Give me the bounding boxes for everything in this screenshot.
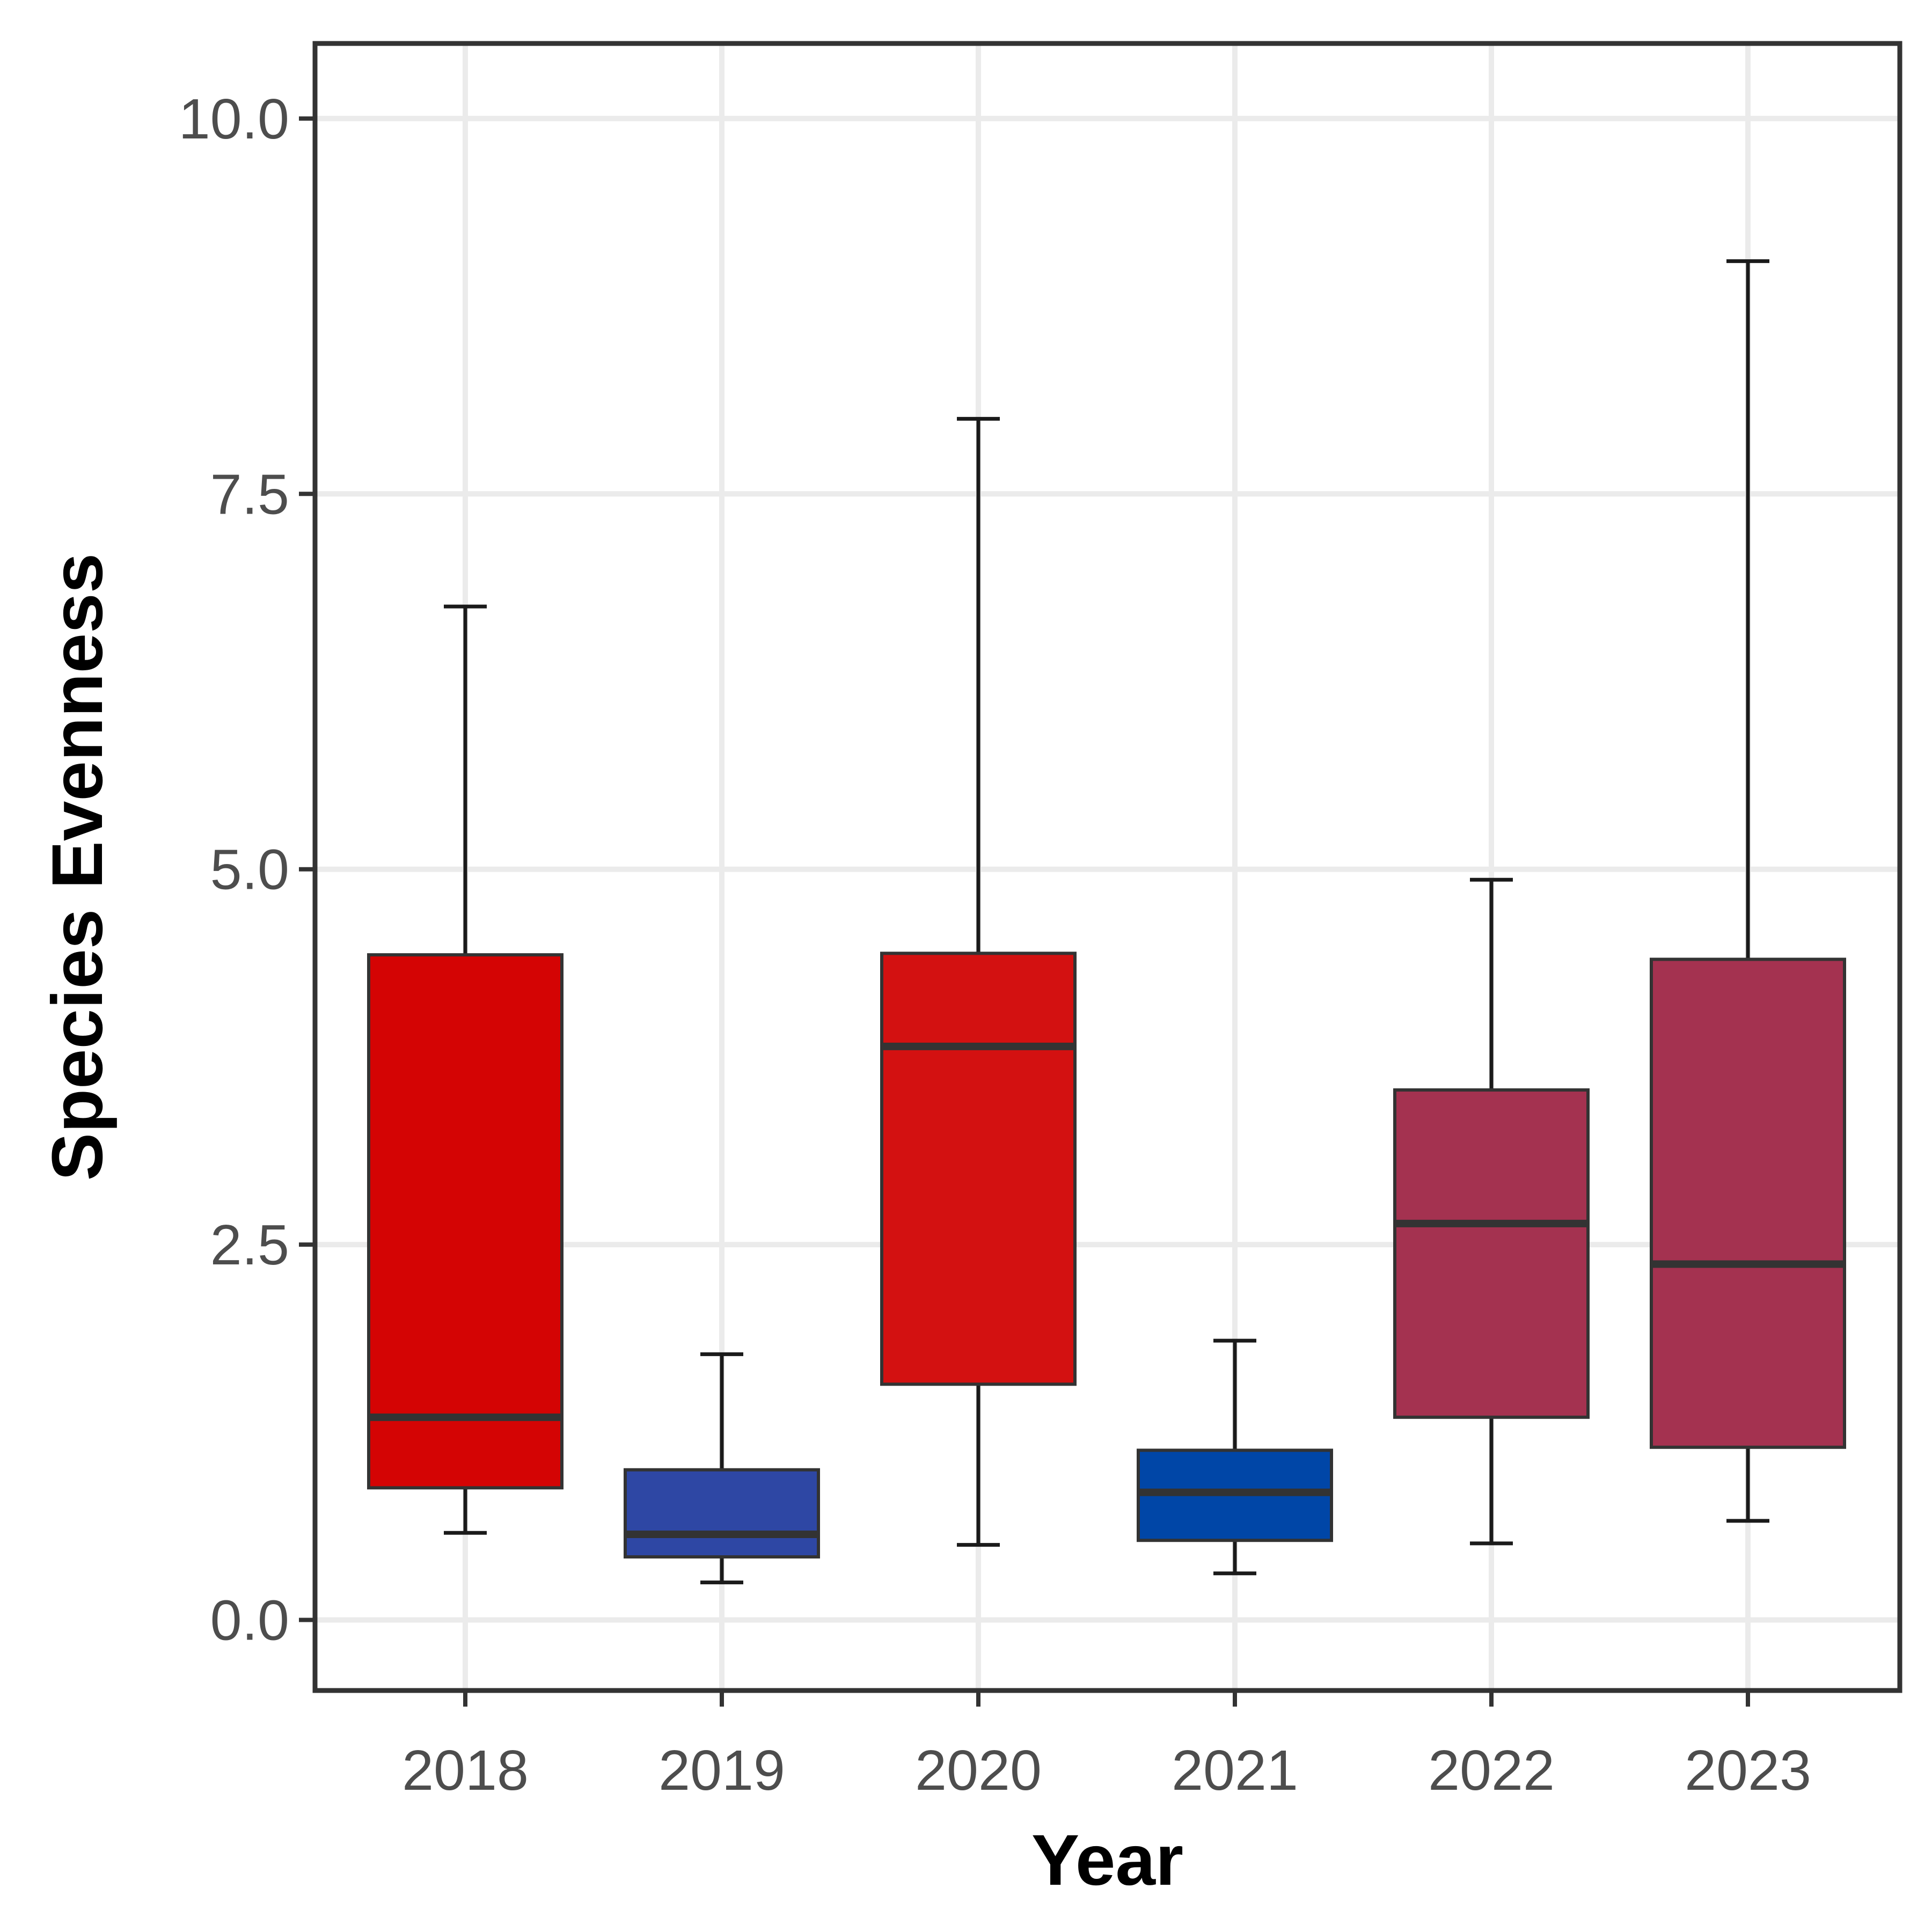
box-2023	[1650, 259, 1846, 1523]
box-2021	[1137, 1338, 1333, 1576]
interquartile-box	[1393, 1088, 1590, 1419]
x-tick-label: 2019	[658, 1739, 785, 1802]
y-tick-label: 0.0	[210, 1589, 289, 1652]
x-tick-label: 2022	[1428, 1739, 1555, 1802]
y-tick-label: 7.5	[210, 463, 289, 526]
x-tick-label: 2021	[1172, 1739, 1298, 1802]
box-series	[367, 259, 1846, 1585]
x-tick-label: 2023	[1685, 1739, 1811, 1802]
y-tick-label: 5.0	[210, 838, 289, 902]
x-axis-title: Year	[1031, 1820, 1183, 1900]
y-tick-label: 2.5	[210, 1213, 289, 1277]
x-tick-label: 2018	[402, 1739, 529, 1802]
interquartile-box	[367, 953, 564, 1490]
interquartile-box	[624, 1468, 820, 1559]
axes: 0.0 2.5 5.0 7.5 10.0 2018 2019 2020 2021 2022 2023	[179, 87, 1811, 1802]
y-axis-title: Species Evenness	[38, 553, 118, 1181]
interquartile-box	[1650, 957, 1846, 1449]
box-2022	[1393, 877, 1590, 1546]
x-tick-label: 2020	[915, 1739, 1042, 1802]
box-2019	[624, 1352, 820, 1585]
box-2020	[880, 416, 1077, 1547]
y-tick-label: 10.0	[179, 87, 289, 151]
box-2018	[367, 604, 564, 1535]
panel-border	[312, 41, 1902, 1693]
interquartile-box	[880, 952, 1077, 1386]
